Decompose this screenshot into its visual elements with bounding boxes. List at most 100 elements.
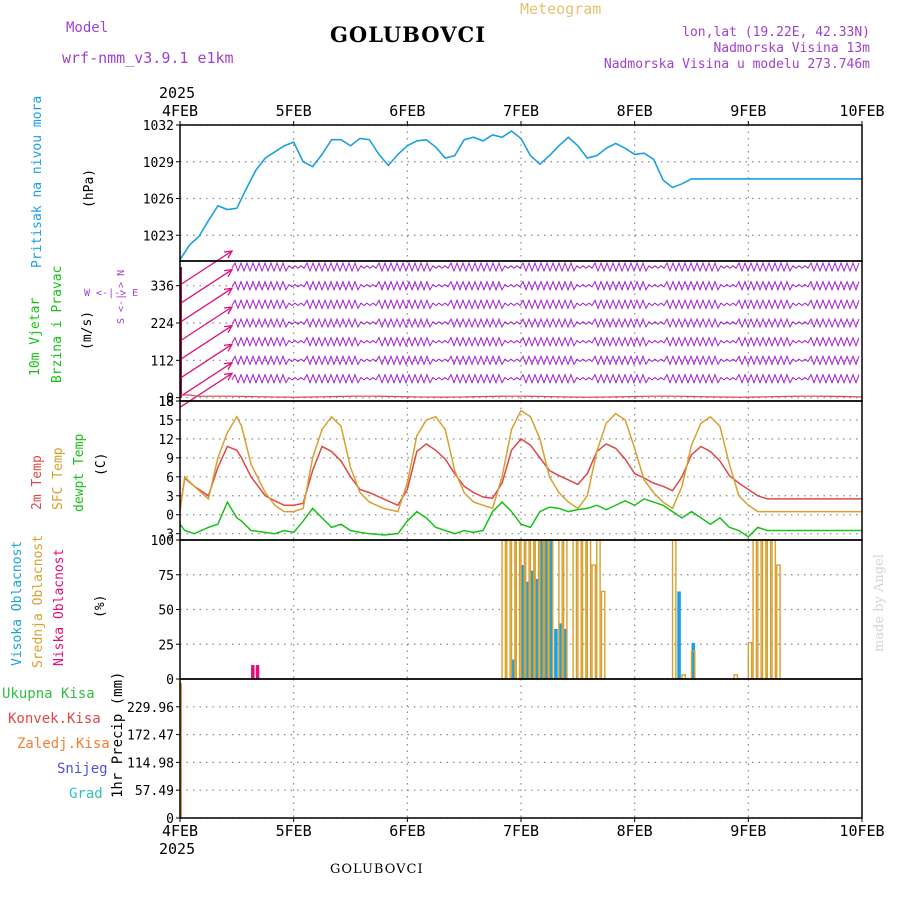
mid-cloud-bar <box>515 539 521 679</box>
x-tick-label-top: 10FEB <box>839 102 884 120</box>
low-cloud-bar <box>251 665 255 679</box>
x-tick-label-bottom: 8FEB <box>617 822 653 840</box>
model-label: Model <box>66 20 109 36</box>
meteogram-title: Meteogram <box>520 0 602 18</box>
y-tick-label: 18 <box>158 395 174 410</box>
wind-arrowhead <box>223 372 234 381</box>
y-tick-label: 75 <box>158 569 174 584</box>
footer-station: GOLUBOVCI <box>330 862 424 877</box>
mid-cloud-bar <box>577 539 582 679</box>
high-cloud-bar <box>511 659 516 679</box>
temp-2m-line <box>179 437 862 509</box>
high-cloud-bar <box>558 623 563 679</box>
y-tick-label: 100 <box>151 534 174 549</box>
legend-frz-rain: Zaledj.Kisa <box>17 736 110 752</box>
y-tick-label: 229.96 <box>127 701 174 716</box>
y-tick-label: 57.49 <box>135 784 174 799</box>
y-tick-label: 112 <box>151 354 174 369</box>
mid-cloud-bar <box>510 539 516 679</box>
wind-direction-trace <box>231 354 860 366</box>
mid-cloud-bar <box>747 642 753 679</box>
x-tick-label-top: 9FEB <box>730 102 766 120</box>
high-cloud-bar <box>535 578 539 679</box>
x-tick-label-top: 7FEB <box>503 102 539 120</box>
station-title: GOLUBOVCI <box>330 22 487 47</box>
wind-arrow <box>179 269 233 305</box>
wind-arrow <box>179 325 233 361</box>
x-tick-label-top: 8FEB <box>617 102 653 120</box>
y-tick-label: 0 <box>166 673 174 688</box>
y-tick-label: 6 <box>166 471 174 486</box>
x-tick-label-bottom: 10FEB <box>839 822 884 840</box>
y-tick-label: 15 <box>158 414 174 429</box>
y-tick-label: 224 <box>151 317 175 332</box>
legend-hail: Grad <box>69 786 103 802</box>
wind-arrow <box>179 372 233 408</box>
year-bottom-label: 2025 <box>159 840 196 858</box>
y-tick-label: 1032 <box>143 119 174 134</box>
x-tick-label-bottom: 4FEB <box>162 822 198 840</box>
wind-arrow <box>179 287 233 323</box>
legend-conv-rain: Konvek.Kisa <box>8 711 101 727</box>
elevation-label: Nadmorska Visina 13m <box>713 41 870 56</box>
wind-arrowhead <box>223 306 234 315</box>
mid-cloud-bar <box>733 674 739 679</box>
y-tick-label: -3 <box>158 528 174 543</box>
year-top-label: 2025 <box>159 84 196 102</box>
wind-arrowhead <box>223 287 234 296</box>
wind-speed-line <box>180 394 863 398</box>
high-cloud-bar <box>521 565 525 679</box>
y-tick-label: 114.98 <box>127 756 174 771</box>
mid-cloud-bar <box>771 539 777 679</box>
mid-cloud-bar <box>600 590 606 679</box>
y-tick-label: 0 <box>166 812 174 827</box>
y-tick-label: 18 <box>158 395 174 410</box>
wind-arrowhead <box>223 268 234 277</box>
low-cloud-bar <box>255 665 260 679</box>
x-tick-label-bottom: 9FEB <box>730 822 766 840</box>
wind-arrow <box>179 362 233 398</box>
high-cloud-bar <box>563 628 568 679</box>
sfc-temp-line <box>179 409 862 513</box>
mid-cloud-bar <box>681 674 687 679</box>
wind-compass-ew: W <-|-> E <box>84 288 139 299</box>
y-tick-label: 1023 <box>143 229 174 244</box>
mid-cloud-bar <box>591 564 597 679</box>
y-tick-label: 336 <box>151 280 174 295</box>
y-tick-label: 50 <box>158 604 174 619</box>
y-tick-label: 0 <box>166 509 174 524</box>
mid-cloud-bar <box>752 539 758 679</box>
y-tick-label: 1026 <box>143 193 174 208</box>
legend-snow: Snijeg <box>57 761 108 777</box>
high-cloud-bar <box>554 628 558 679</box>
mid-cloud-bar <box>501 539 507 679</box>
mid-cloud-bar <box>586 539 592 679</box>
high-cloud-bar <box>539 540 544 679</box>
wind-direction-trace <box>231 373 860 385</box>
model-elevation-label: Nadmorska Visina u modelu 273.746m <box>603 57 870 72</box>
wind-arrow <box>179 250 233 286</box>
lonlat-label: lon,lat (19.22E, 42.33N) <box>682 25 870 40</box>
model-name: wrf-nmm_v3.9.1 e1km <box>62 49 234 67</box>
y-tick-label: 25 <box>158 638 174 653</box>
wind-direction-trace <box>231 336 860 348</box>
wind-arrowhead <box>223 361 234 370</box>
wind-direction-trace <box>231 317 860 329</box>
legend-total-rain: Ukupna Kisa <box>2 686 95 702</box>
y-tick-label: 0 <box>166 392 174 407</box>
x-tick-label-top: 4FEB <box>162 102 198 120</box>
wind-direction-trace <box>231 280 860 292</box>
wind-arrow <box>179 306 233 342</box>
y-tick-label: 9 <box>166 452 174 467</box>
high-cloud-bar <box>549 540 553 679</box>
wind-arrowhead <box>223 250 234 259</box>
y-tick-label: 1029 <box>143 156 174 171</box>
wind-arrowhead <box>223 324 234 333</box>
y-tick-label: 172.47 <box>127 729 174 744</box>
x-tick-label-bottom: 5FEB <box>276 822 312 840</box>
y-tick-label: 12 <box>158 433 174 448</box>
high-cloud-bar <box>691 642 696 679</box>
y-tick-label: 3 <box>166 490 174 505</box>
high-cloud-bar <box>530 570 535 679</box>
